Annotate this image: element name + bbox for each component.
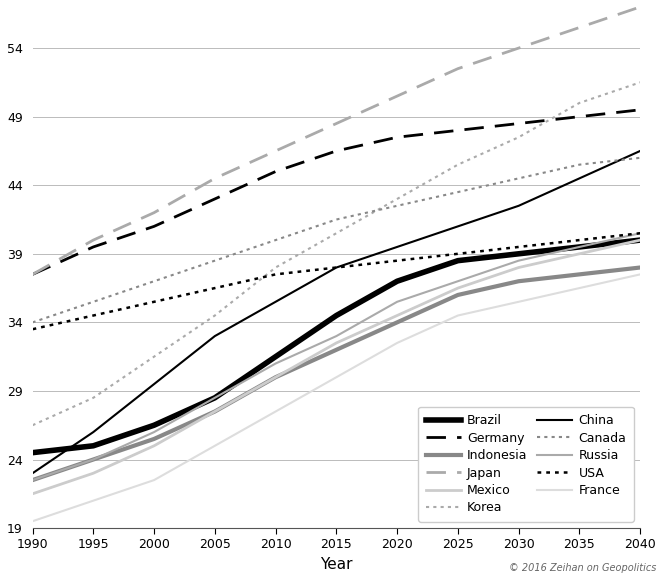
X-axis label: Year: Year: [320, 557, 353, 572]
Legend: Brazil, Germany, Indonesia, Japan, Mexico, Korea, China, Canada, Russia, USA, Fr: Brazil, Germany, Indonesia, Japan, Mexic…: [418, 407, 634, 522]
Text: © 2016 Zeihan on Geopolitics: © 2016 Zeihan on Geopolitics: [509, 563, 656, 573]
